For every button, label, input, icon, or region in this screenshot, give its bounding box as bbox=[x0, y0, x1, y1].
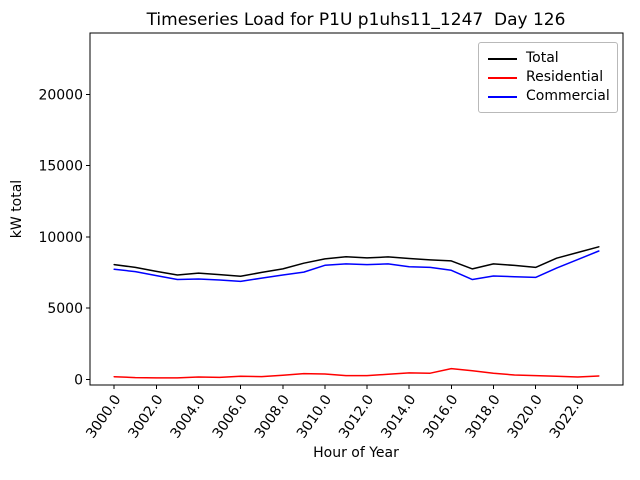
x-axis-tick-label: 3000.0 bbox=[83, 392, 124, 441]
plot-frame bbox=[89, 32, 624, 386]
chart-title: Timeseries Load for P1U p1uhs11_1247 Day… bbox=[146, 10, 566, 30]
x-axis-tick-label: 3010.0 bbox=[294, 392, 335, 441]
x-axis-tick-label: 3012.0 bbox=[336, 392, 377, 441]
x-axis-tick-label: 3018.0 bbox=[463, 392, 504, 441]
legend-item-total: Total bbox=[479, 49, 617, 68]
residential-line-sample bbox=[488, 76, 517, 79]
x-axis-tick-label: 3022.0 bbox=[547, 392, 588, 441]
y-axis-tick-label: 10000 bbox=[38, 230, 83, 246]
x-axis-tick-label: 3002.0 bbox=[125, 392, 166, 441]
x-axis-tick-label: 3004.0 bbox=[168, 392, 209, 441]
total-line-sample bbox=[488, 57, 517, 60]
y-axis-tick-label: 20000 bbox=[38, 87, 83, 103]
legend-label-total: Total bbox=[526, 50, 559, 66]
x-axis-label: Hour of Year bbox=[313, 445, 399, 461]
legend-label-commercial: Commercial bbox=[526, 88, 610, 104]
series-line-commercial bbox=[113, 250, 600, 283]
y-axis-tick-label: 15000 bbox=[38, 159, 83, 175]
y-axis-tick-label: 0 bbox=[74, 372, 83, 388]
x-axis-tick-label: 3006.0 bbox=[210, 392, 251, 441]
series-line-residential bbox=[113, 367, 600, 379]
legend-item-commercial: Commercial bbox=[479, 87, 617, 106]
series-line-total bbox=[113, 246, 600, 278]
legend-label-residential: Residential bbox=[526, 69, 604, 85]
x-axis-tick-label: 3014.0 bbox=[378, 392, 419, 441]
commercial-line-sample bbox=[488, 95, 517, 98]
x-axis-tick-label: 3020.0 bbox=[505, 392, 546, 441]
legend: Total Residential Commercial bbox=[478, 42, 618, 113]
legend-item-residential: Residential bbox=[479, 68, 617, 87]
x-axis-tick-label: 3016.0 bbox=[420, 392, 461, 441]
y-axis-tick-label: 5000 bbox=[47, 301, 83, 317]
y-axis-label: kW total bbox=[9, 179, 25, 239]
x-axis-tick-label: 3008.0 bbox=[252, 392, 293, 441]
